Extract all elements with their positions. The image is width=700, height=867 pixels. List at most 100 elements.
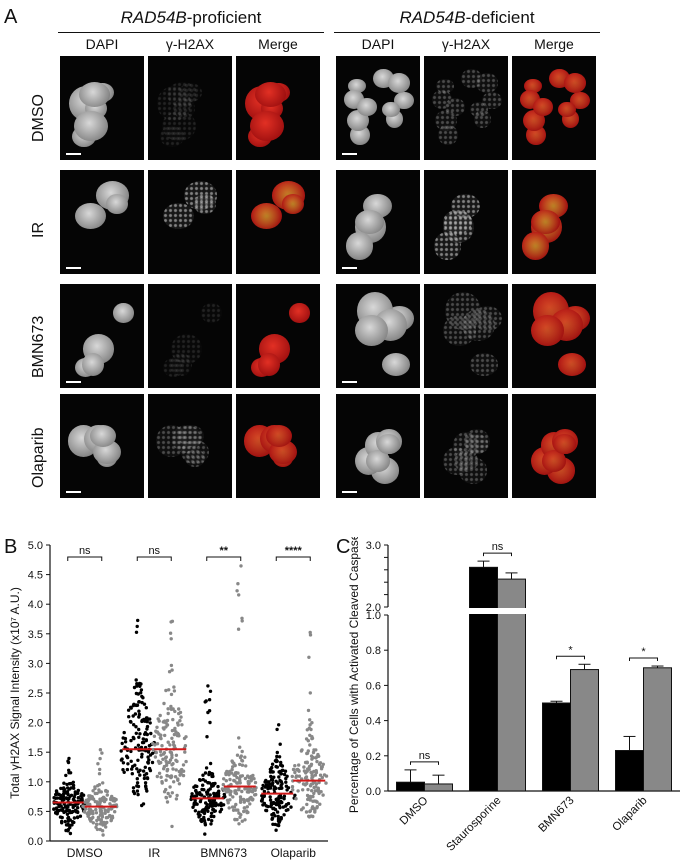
data-point — [209, 822, 213, 826]
data-point — [240, 789, 244, 794]
group-title-proficient: RAD54B-proficient — [58, 8, 324, 28]
data-point — [169, 692, 174, 697]
data-point — [232, 773, 236, 777]
x-tick-label: DMSO — [67, 846, 103, 860]
data-point — [96, 762, 100, 766]
data-point — [277, 723, 281, 727]
significance-bracket — [275, 556, 311, 561]
data-point — [242, 800, 246, 804]
data-point — [275, 727, 279, 732]
nucleus — [435, 78, 454, 94]
data-point — [75, 791, 80, 795]
data-point — [62, 786, 66, 790]
data-point — [313, 808, 317, 813]
data-point — [140, 719, 144, 723]
data-point — [202, 819, 207, 823]
data-point — [173, 726, 177, 731]
data-point — [309, 727, 313, 732]
data-point — [308, 809, 312, 814]
data-point — [174, 797, 179, 801]
y-tick-label: 0.6 — [366, 680, 381, 692]
nucleus — [106, 193, 128, 214]
nucleus — [113, 303, 134, 323]
data-point — [98, 813, 103, 817]
y-tick-label: 3.5 — [28, 629, 43, 641]
data-point — [167, 688, 171, 692]
data-point — [84, 807, 88, 811]
data-point — [204, 699, 208, 703]
bar — [396, 781, 425, 792]
data-point — [176, 778, 180, 782]
data-point — [113, 810, 117, 814]
data-point — [199, 819, 204, 824]
significance-label: ns — [79, 545, 91, 557]
col-label-dapi-1: DAPI — [85, 36, 119, 52]
data-point — [274, 764, 278, 769]
data-point — [144, 787, 148, 791]
data-point — [136, 618, 140, 623]
data-point — [95, 827, 100, 832]
data-point — [200, 808, 205, 813]
micrograph-bmn673-merge-proficient — [236, 284, 320, 388]
nucleus — [444, 292, 481, 330]
data-point — [241, 797, 246, 802]
data-point — [234, 791, 239, 796]
data-point — [222, 792, 226, 797]
y-tick-label: 2.5 — [28, 688, 43, 700]
data-point — [141, 696, 145, 700]
data-point — [275, 797, 279, 801]
nucleus — [522, 232, 549, 260]
data-point — [177, 782, 182, 786]
data-point — [99, 790, 104, 794]
data-point — [72, 816, 77, 820]
data-point — [318, 773, 323, 777]
data-point — [174, 768, 178, 772]
data-point — [270, 770, 274, 774]
data-point — [166, 711, 170, 716]
data-point — [235, 753, 240, 757]
data-point — [289, 805, 293, 809]
data-point — [111, 796, 115, 801]
data-point — [286, 808, 290, 812]
data-point — [52, 807, 56, 811]
data-point — [274, 758, 278, 762]
nucleus — [472, 305, 503, 332]
data-point — [143, 732, 147, 736]
data-point — [105, 789, 110, 794]
data-point — [207, 781, 212, 785]
data-point — [237, 736, 241, 740]
data-point — [280, 786, 284, 790]
data-point — [280, 768, 285, 772]
data-point — [306, 739, 310, 743]
data-point — [209, 811, 214, 815]
data-point — [144, 784, 148, 788]
data-point — [239, 813, 243, 817]
data-point — [214, 792, 219, 796]
data-point — [94, 807, 98, 812]
data-point — [150, 760, 155, 765]
data-point — [321, 793, 325, 797]
data-point — [209, 814, 213, 819]
micrograph-dmso-dapi-proficient — [60, 56, 144, 160]
data-point — [294, 797, 298, 801]
y-tick-label: 0.2 — [366, 751, 381, 763]
data-point — [226, 801, 230, 805]
data-point — [153, 755, 158, 759]
col-label-merge-2: Merge — [534, 36, 574, 52]
data-point — [181, 763, 186, 767]
data-point — [305, 728, 309, 732]
data-point — [176, 731, 180, 736]
data-point — [103, 811, 107, 815]
data-point — [272, 775, 276, 779]
data-point — [144, 772, 149, 776]
data-point — [297, 774, 302, 778]
axis-break-gap — [467, 608, 528, 614]
data-point — [308, 743, 312, 747]
data-point — [308, 795, 313, 800]
data-point — [235, 817, 239, 822]
data-point — [100, 751, 104, 755]
data-point — [284, 776, 288, 781]
data-point — [145, 716, 149, 720]
data-point — [194, 788, 198, 793]
data-point — [184, 735, 188, 739]
